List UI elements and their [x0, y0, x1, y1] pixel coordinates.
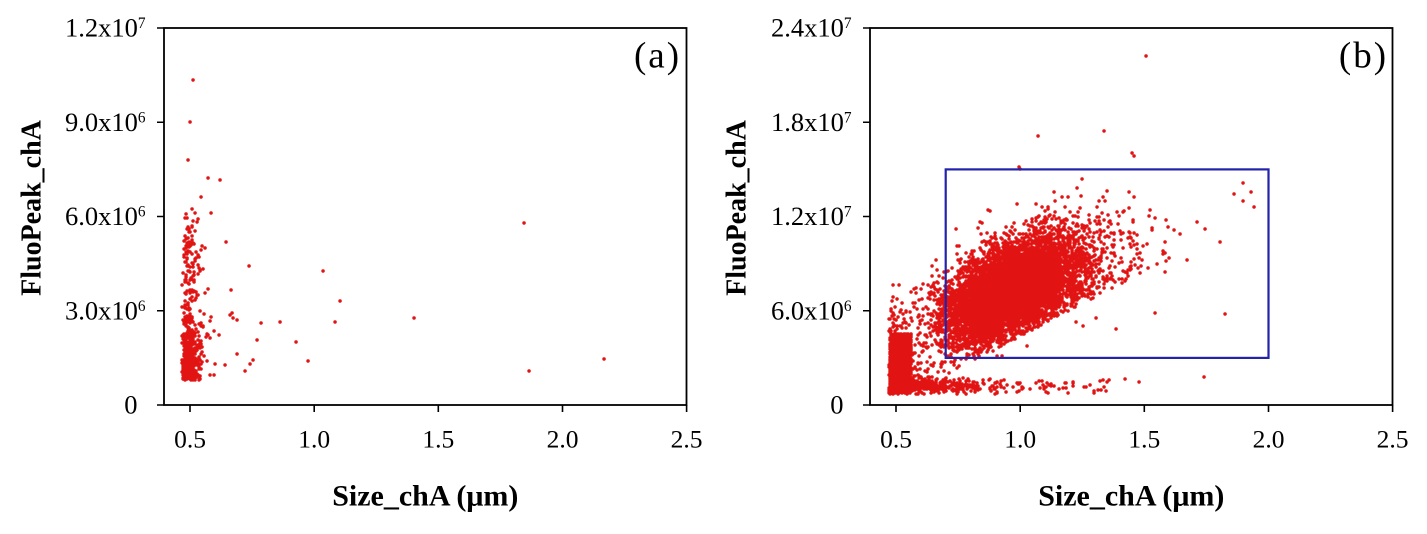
- svg-text:1.8x107: 1.8x107: [771, 107, 852, 137]
- svg-text:1.5: 1.5: [422, 425, 454, 454]
- svg-text:2.0: 2.0: [547, 425, 579, 454]
- svg-text:2.4x107: 2.4x107: [771, 13, 852, 43]
- svg-text:2.5: 2.5: [671, 425, 703, 454]
- svg-text:2.0: 2.0: [1253, 425, 1285, 454]
- svg-text:0.5: 0.5: [174, 425, 206, 454]
- svg-text:9.0x106: 9.0x106: [65, 107, 146, 137]
- svg-text:(b): (b): [1339, 35, 1388, 76]
- svg-text:FluoPeak_chA: FluoPeak_chA: [722, 119, 753, 296]
- svg-text:3.0x106: 3.0x106: [65, 295, 146, 325]
- svg-text:2.5: 2.5: [1377, 425, 1409, 454]
- svg-text:6.0x106: 6.0x106: [771, 295, 852, 325]
- svg-text:1.0: 1.0: [1004, 425, 1036, 454]
- svg-text:1.0: 1.0: [298, 425, 330, 454]
- svg-text:Size_chA (μm): Size_chA (μm): [1038, 480, 1224, 513]
- svg-text:(a): (a): [634, 35, 681, 76]
- svg-text:0: 0: [830, 390, 843, 420]
- svg-text:0.5: 0.5: [880, 425, 912, 454]
- svg-text:FluoPeak_chA: FluoPeak_chA: [17, 119, 48, 296]
- svg-text:1.5: 1.5: [1128, 425, 1160, 454]
- svg-text:0: 0: [124, 390, 137, 420]
- svg-text:6.0x106: 6.0x106: [65, 201, 146, 231]
- svg-text:Size_chA (μm): Size_chA (μm): [332, 480, 518, 513]
- svg-text:1.2x107: 1.2x107: [771, 201, 852, 231]
- svg-text:1.2x107: 1.2x107: [65, 13, 146, 43]
